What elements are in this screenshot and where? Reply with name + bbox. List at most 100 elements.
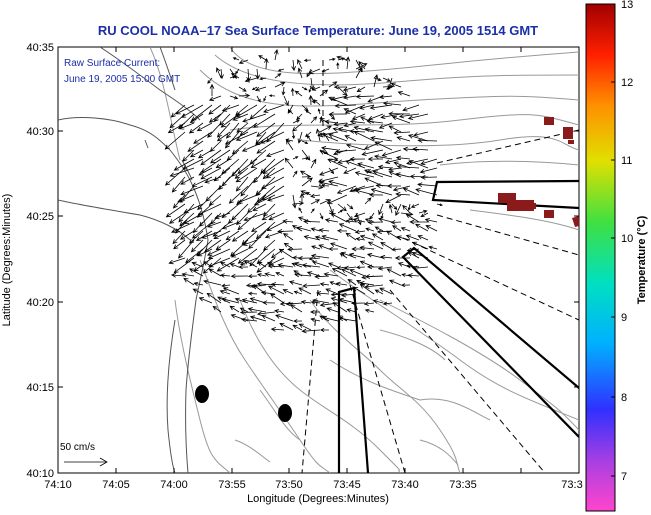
current-vector (264, 272, 276, 277)
current-vector (319, 89, 329, 97)
current-vector (267, 194, 285, 202)
transect-boxes (337, 179, 579, 473)
current-vector (237, 194, 258, 204)
current-vector (409, 219, 429, 225)
current-vector (240, 176, 258, 197)
colorbar-tick-label: 12 (621, 77, 633, 89)
current-vector (355, 63, 368, 70)
current-vector (306, 68, 312, 78)
current-vector (171, 221, 195, 233)
scale-label: 50 cm/s (60, 442, 95, 453)
current-vector (303, 219, 321, 224)
current-vector (402, 146, 420, 152)
current-vector (193, 281, 204, 287)
current-vector (396, 136, 411, 142)
current-vector (407, 113, 429, 120)
current-vector (257, 273, 267, 277)
current-vector (239, 310, 258, 315)
current-vector (197, 203, 222, 216)
current-vector (248, 230, 267, 250)
current-vector (391, 203, 398, 210)
current-vector (231, 230, 249, 242)
current-vector (173, 158, 195, 171)
colorbar-label: Temperature (°C) (636, 215, 648, 304)
current-vector (345, 232, 357, 241)
current-vector (281, 86, 286, 96)
current-vector (251, 221, 267, 232)
current-vector (358, 61, 366, 70)
current-vector (392, 225, 402, 232)
colorbar-tick-label: 9 (621, 312, 627, 324)
current-vector (343, 94, 357, 100)
scale-arrow (64, 457, 108, 467)
current-vector (328, 81, 338, 88)
current-vector (302, 283, 321, 289)
current-vector (374, 226, 384, 232)
current-vector (256, 311, 276, 316)
current-vector (224, 131, 240, 149)
current-vector (319, 199, 331, 205)
x-tick-label: 73:3 (561, 479, 582, 491)
y-tick-label: 40:25 (26, 211, 54, 223)
current-vector (196, 122, 213, 132)
current-vector (336, 55, 348, 61)
current-vector (351, 113, 366, 120)
current-vector (285, 139, 294, 151)
current-vector (238, 93, 251, 98)
current-vector (301, 191, 311, 196)
current-vector (237, 248, 258, 264)
current-vector (171, 272, 186, 278)
current-vector (412, 146, 429, 152)
current-vector (256, 95, 261, 103)
current-vector (391, 247, 402, 252)
current-vector (189, 149, 204, 158)
current-vector (247, 291, 258, 296)
current-vector (359, 104, 375, 110)
current-vector (372, 170, 393, 178)
current-vector (310, 253, 330, 259)
current-vector (377, 265, 393, 271)
current-vector (400, 283, 411, 288)
current-vector (279, 323, 294, 331)
current-vector (324, 218, 339, 223)
current-vector (321, 146, 339, 151)
current-vector (167, 122, 186, 134)
current-vector (243, 212, 267, 222)
sst-patches (498, 117, 579, 227)
current-vector (402, 204, 411, 214)
current-vector (200, 149, 222, 166)
current-vector (277, 68, 285, 72)
current-vector (169, 113, 186, 129)
current-vector (296, 226, 312, 232)
current-vector (220, 113, 240, 128)
current-vector (345, 219, 357, 224)
current-vector (329, 242, 348, 250)
current-vector (328, 179, 348, 187)
current-vector (282, 233, 294, 241)
current-vector (364, 127, 384, 133)
current-vector (368, 192, 384, 198)
current-vector (353, 212, 366, 218)
current-vector (363, 140, 384, 150)
current-vector (323, 132, 330, 142)
current-vector (340, 251, 357, 259)
current-vector (301, 328, 321, 334)
current-vector (294, 90, 303, 97)
axis-ticks (57, 46, 579, 474)
current-vector (415, 223, 429, 232)
current-vector (319, 150, 339, 160)
current-vector (212, 305, 222, 313)
current-vector (297, 58, 303, 70)
station-marker-1 (195, 385, 209, 403)
current-vector (183, 203, 204, 214)
current-vector (320, 328, 329, 332)
current-vector (327, 158, 348, 169)
current-vector (419, 167, 438, 174)
current-vector (382, 301, 393, 306)
current-vector (313, 99, 321, 106)
surface-current-vectors (164, 49, 443, 334)
current-vector (364, 274, 384, 279)
current-vector (380, 113, 402, 120)
current-vector (262, 300, 276, 306)
current-vector (346, 203, 354, 210)
